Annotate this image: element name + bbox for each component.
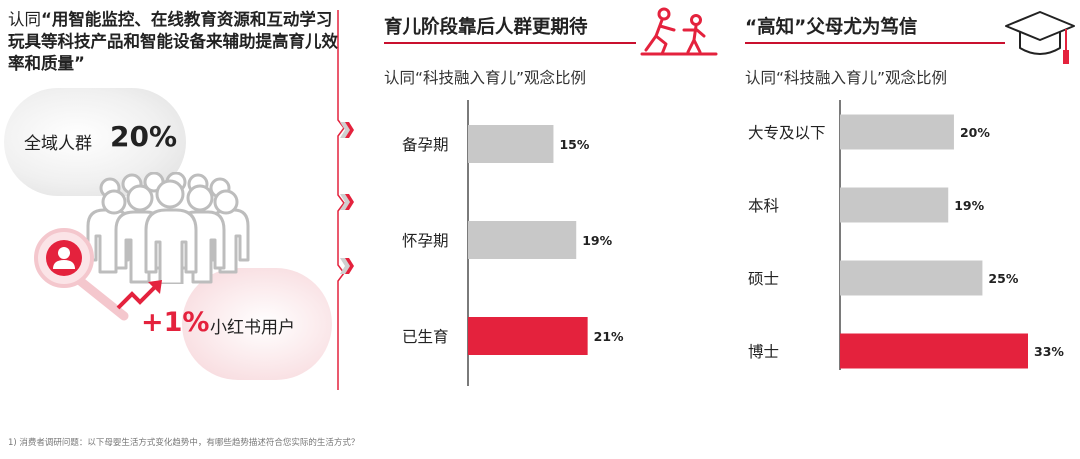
bar-已生育 (468, 317, 588, 355)
category-label: 本科 (748, 197, 779, 215)
parent-child-icon (640, 7, 718, 56)
middle-panel-rule (384, 42, 636, 44)
value-label: 21% (594, 329, 624, 344)
category-label: 博士 (748, 343, 779, 361)
footnote: 1) 消费者调研问题：以下母婴生活方式变化趋势中，有哪些趋势描述符合您实际的生活… (8, 438, 360, 448)
right-panel-rule (745, 42, 1005, 44)
right-panel-title: “高知”父母尤为笃信 (745, 17, 918, 38)
bar-备孕期 (468, 125, 554, 163)
stage-bar-chart: 备孕期 15% 怀孕期 19% 已生育 21% (402, 100, 624, 386)
graduation-cap-icon (1005, 11, 1075, 64)
value-label: 20% (960, 125, 990, 140)
category-label: 大专及以下 (748, 124, 826, 142)
magnifier-user-icon (34, 228, 129, 321)
middle-panel-subtitle: 认同“科技融入育儿”观念比例 (384, 69, 587, 87)
education-bar-chart: 大专及以下 20% 本科 19% 硕士 25% 博士 33% (748, 100, 1064, 370)
xhs-users-label: 小红书用户 (210, 318, 295, 338)
right-panel-subtitle: 认同“科技融入育儿”观念比例 (745, 69, 948, 87)
bar-怀孕期 (468, 221, 577, 259)
all-users-label: 全域人群 (24, 134, 92, 154)
bar-硕士 (840, 260, 983, 296)
user-crowd-icon (86, 172, 250, 284)
intro-quote: “用智能监控、在线教育资源和互动学习玩具等科技产品和智能设备来辅助提高育儿效率和… (8, 10, 338, 73)
value-label: 33% (1034, 344, 1064, 359)
value-label: 15% (559, 137, 589, 152)
bar-博士 (840, 333, 1028, 369)
bar-本科 (840, 187, 949, 223)
delta-value: +1% (141, 307, 210, 338)
intro-lead: 认同 (8, 10, 41, 29)
intro-statement: 认同“用智能监控、在线教育资源和互动学习玩具等科技产品和智能设备来辅助提高育儿效… (8, 9, 338, 75)
bar-大专及以下 (840, 114, 954, 150)
chevron-right-icon (340, 122, 354, 138)
section-divider (337, 10, 345, 390)
value-label: 25% (988, 271, 1018, 286)
value-label: 19% (582, 233, 612, 248)
category-label: 已生育 (402, 328, 449, 346)
all-users-value: 20% (110, 120, 178, 153)
chevron-right-icon (340, 258, 354, 274)
xhs-users-bubble (182, 268, 332, 380)
category-label: 怀孕期 (402, 232, 449, 250)
category-label: 备孕期 (402, 136, 449, 154)
category-label: 硕士 (748, 270, 779, 288)
middle-panel-title: 育儿阶段靠后人群更期待 (384, 17, 588, 38)
value-label: 19% (954, 198, 984, 213)
chevron-right-icon (340, 194, 354, 210)
trend-up-arrow-icon (116, 280, 162, 310)
